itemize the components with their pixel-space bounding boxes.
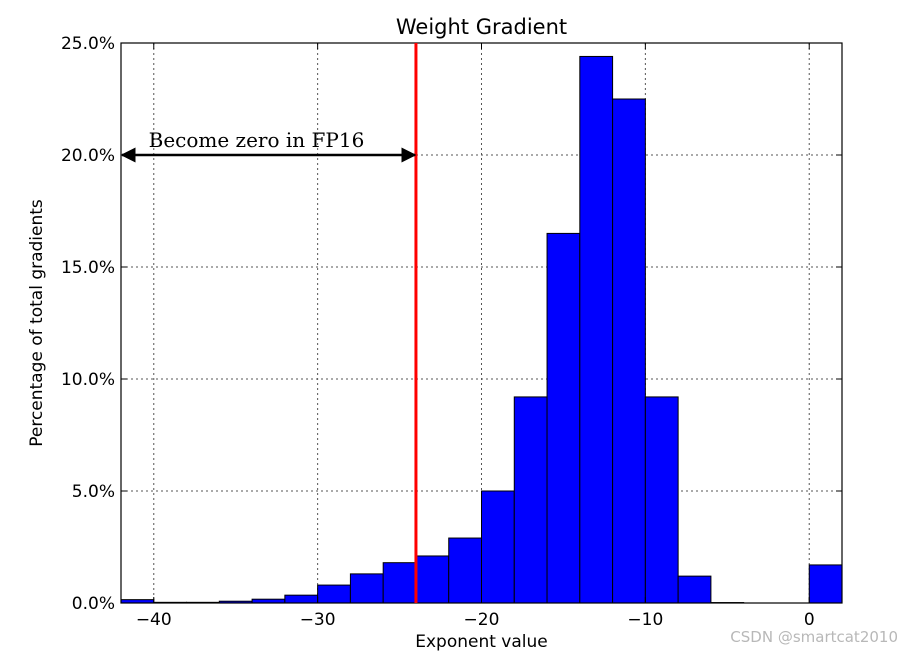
x-tick-label: −40: [136, 610, 172, 630]
y-tick-label: 5.0%: [72, 482, 115, 502]
histogram-bar: [677, 575, 712, 604]
y-tick-label: 25.0%: [61, 34, 115, 54]
y-axis-label: Percentage of total gradients: [27, 199, 47, 447]
chart-title: Weight Gradient: [396, 15, 567, 39]
annotation-text: Become zero in FP16: [149, 128, 365, 152]
histogram-bar: [349, 573, 384, 604]
y-tick-label: 0.0%: [72, 594, 115, 614]
bars: [120, 55, 843, 604]
histogram-bar: [579, 55, 614, 604]
y-tick-label: 10.0%: [61, 370, 115, 390]
y-tick-label: 20.0%: [61, 146, 115, 166]
y-tick-label: 15.0%: [61, 258, 115, 278]
x-tick-label: 0: [804, 610, 815, 630]
histogram-bar: [415, 555, 450, 604]
watermark: CSDN @smartcat2010: [730, 628, 898, 646]
histogram-bar: [284, 594, 319, 604]
histogram-bar: [317, 584, 351, 604]
histogram-bar: [546, 232, 581, 604]
histogram-bar: [382, 562, 417, 604]
x-axis-label: Exponent value: [415, 632, 548, 652]
x-tick-label: −30: [300, 610, 336, 630]
x-tick-label: −20: [464, 610, 500, 630]
histogram-bar: [481, 490, 515, 604]
histogram-bar: [808, 564, 843, 604]
histogram-bar: [612, 98, 646, 604]
x-tick-label: −10: [627, 610, 663, 630]
histogram-bar: [513, 396, 548, 604]
histogram-bar: [644, 396, 679, 604]
axis-ticks: −40 −30 −20 −10 0 0.0% 5.0% 10.0% 15.0% 20.0% 25.0…: [61, 34, 842, 630]
histogram-bar: [448, 537, 482, 604]
